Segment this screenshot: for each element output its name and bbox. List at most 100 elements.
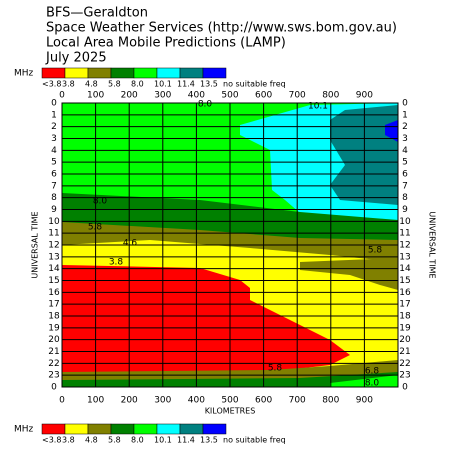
y-tick-label: 15 <box>48 276 59 286</box>
legend-label: 13.5 <box>200 436 218 445</box>
y-tick-label-right: 2 <box>402 122 408 132</box>
x-tick-label-top: 900 <box>356 91 373 101</box>
contour-label: 8.0 <box>198 100 213 110</box>
x-tick-label-top: 200 <box>121 91 138 101</box>
legend-label: 10.1 <box>154 80 172 89</box>
y-tick-label-right: 16 <box>399 288 411 298</box>
y-tick-label-right: 6 <box>402 170 408 180</box>
y-tick-label: 12 <box>48 241 59 251</box>
legend-label: 8.0 <box>131 80 144 89</box>
title-line: Space Weather Services (http://www.sws.b… <box>46 21 397 36</box>
y-tick-label: 14 <box>48 264 60 274</box>
legend-swatch <box>202 423 227 435</box>
y-tick-label: 9 <box>51 205 57 215</box>
x-tick-label-top: 100 <box>87 91 104 101</box>
y-tick-label: 1 <box>51 110 57 120</box>
x-tick-label-top: 300 <box>154 91 171 101</box>
y-tick-label-right: 21 <box>399 347 410 357</box>
x-tick-label-top: 600 <box>255 91 272 101</box>
y-tick-label-right: 13 <box>399 252 410 262</box>
legend-label: 8.0 <box>131 436 144 445</box>
contour-label: 5.8 <box>268 364 283 374</box>
y-tick-label-right: 5 <box>402 158 408 168</box>
legend-label: no suitable freq <box>223 436 286 445</box>
legend-label: 10.1 <box>154 436 172 445</box>
y-tick-label-right: 0 <box>402 99 408 109</box>
y-tick-label: 4 <box>51 146 57 156</box>
legend-label: 4.8 <box>85 80 98 89</box>
y-tick-label: 18 <box>48 312 60 322</box>
y-tick-label: 0 <box>51 99 57 109</box>
y-tick-label: 10 <box>48 217 60 227</box>
y-tick-label-right: 7 <box>402 181 408 191</box>
x-tick-label-top: 800 <box>322 91 339 101</box>
y-tick-label: 16 <box>48 288 60 298</box>
legend-swatch <box>41 423 66 435</box>
contour-label: 10.1 <box>308 102 328 112</box>
x-tick-label-top: 500 <box>221 91 238 101</box>
y-tick-label-right: 12 <box>399 241 410 251</box>
y-tick-label: 19 <box>48 323 60 333</box>
legend-swatch <box>179 67 204 79</box>
y-tick-label: 0 <box>51 383 57 393</box>
x-axis-label: KILOMETRES <box>205 407 256 416</box>
legend-swatch <box>133 67 158 79</box>
x-tick-label: 200 <box>121 396 138 406</box>
contour-label: 8.0 <box>365 379 380 389</box>
x-tick-label: 800 <box>322 396 339 406</box>
y-tick-label: 3 <box>51 134 57 144</box>
x-tick-label-top: 400 <box>188 91 205 101</box>
x-tick-label: 600 <box>255 396 272 406</box>
legend-swatch <box>156 67 181 79</box>
legend-label: <3.8 <box>42 80 61 89</box>
x-tick-label-top: 0 <box>59 91 65 101</box>
plot-frame <box>61 102 399 388</box>
contour-label: 5.8 <box>88 223 103 233</box>
y-tick-label: 21 <box>48 347 59 357</box>
contour-label: 6.8 <box>365 367 380 377</box>
y-tick-label-right: 22 <box>399 359 410 369</box>
y-tick-label-right: 11 <box>399 229 410 239</box>
contour-region <box>385 120 398 142</box>
y-tick-label: 13 <box>48 252 59 262</box>
legend-label: 5.8 <box>108 436 121 445</box>
y-tick-label: 5 <box>51 158 57 168</box>
y-tick-label: 8 <box>51 193 57 203</box>
y-tick-label-right: 8 <box>402 193 408 203</box>
y-tick-label-right: 0 <box>402 383 408 393</box>
y-axis-label-right: UNIVERSAL TIME <box>428 211 437 278</box>
y-tick-label: 22 <box>48 359 59 369</box>
legend-label: 5.8 <box>108 80 121 89</box>
legend-label: 13.5 <box>200 80 218 89</box>
legend-unit: MHz <box>14 69 34 79</box>
y-tick-label-right: 20 <box>399 335 411 345</box>
title-line: July 2025 <box>45 51 107 66</box>
legend-label: 3.8 <box>62 80 75 89</box>
x-tick-label: 300 <box>154 396 171 406</box>
legend-label: 11.4 <box>177 80 195 89</box>
legend-swatch <box>41 67 66 79</box>
legend-swatch <box>64 67 89 79</box>
legend-label: <3.8 <box>42 436 61 445</box>
x-tick-label: 100 <box>87 396 104 406</box>
y-tick-label-right: 14 <box>399 264 411 274</box>
y-tick-label-right: 3 <box>402 134 408 144</box>
x-tick-label: 500 <box>221 396 238 406</box>
title-line: BFS—Geraldton <box>46 6 148 21</box>
y-tick-label-right: 1 <box>402 110 408 120</box>
legend-label: 3.8 <box>62 436 75 445</box>
y-tick-label-right: 15 <box>399 276 410 286</box>
x-tick-label: 400 <box>188 396 205 406</box>
legend-swatch <box>156 423 181 435</box>
legend-swatch <box>110 67 135 79</box>
y-tick-label: 17 <box>48 300 59 310</box>
x-tick-label: 900 <box>356 396 373 406</box>
y-tick-label-right: 17 <box>399 300 410 310</box>
legend-label: 11.4 <box>177 436 195 445</box>
y-tick-label-right: 23 <box>399 371 410 381</box>
y-tick-label-right: 9 <box>402 205 408 215</box>
legend-label: 4.8 <box>85 436 98 445</box>
y-tick-label-right: 10 <box>399 217 411 227</box>
legend-swatch <box>87 423 112 435</box>
